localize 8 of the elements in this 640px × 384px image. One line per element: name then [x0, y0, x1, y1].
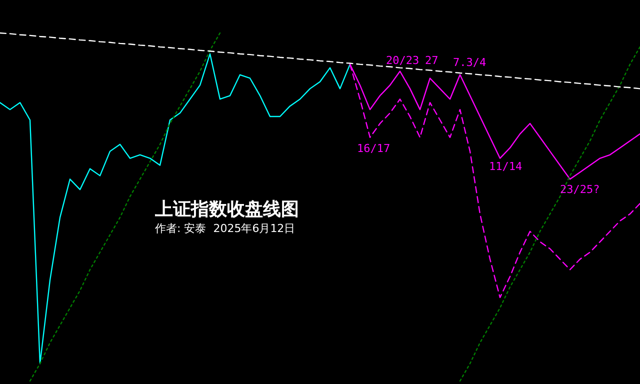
annotation: 11/14 [489, 160, 522, 173]
annotation: 20/23 [386, 54, 420, 67]
annotation: 16/17 [357, 142, 390, 155]
annotation: 27 [425, 54, 438, 67]
annotation: 23/25? [560, 183, 600, 196]
annotation: 7.3/4 [453, 56, 486, 69]
text: 作者: 安泰 2025年6月12日 [154, 222, 296, 235]
text: 上证指数收盘线图 [154, 199, 299, 220]
